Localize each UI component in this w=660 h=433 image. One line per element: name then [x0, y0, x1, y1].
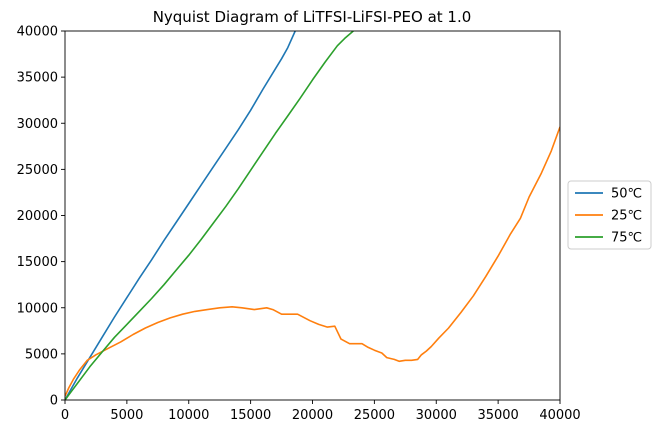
- y-tick-label: 5000: [25, 347, 58, 362]
- y-tick-label: 15000: [17, 255, 58, 270]
- x-tick-label: 20000: [292, 408, 333, 423]
- x-tick-label: 40000: [539, 408, 580, 423]
- y-tick-label: 10000: [17, 301, 58, 316]
- plot-frame: [64, 30, 561, 401]
- y-tick-label: 20000: [17, 209, 58, 224]
- legend-label: 25℃: [611, 209, 642, 224]
- legend-label: 75℃: [611, 231, 642, 246]
- legend-box: [567, 180, 652, 250]
- y-tick-label: 0: [50, 394, 58, 409]
- legend-label: 50℃: [611, 187, 642, 202]
- plot-area: [65, 31, 560, 400]
- x-axis: 0 5000 10000 15000 20000 25000 30000 35000 40000: [61, 400, 581, 423]
- x-tick-label: 10000: [168, 408, 209, 423]
- legend: 50℃ 25℃ 75℃: [567, 180, 652, 250]
- y-axis: 0 5000 10000 15000 20000 25000 30000 35000 40000: [17, 25, 65, 409]
- series-line: [65, 126, 560, 397]
- x-tick-label: 35000: [477, 408, 518, 423]
- y-tick-label: 35000: [17, 71, 58, 86]
- x-tick-label: 30000: [416, 408, 457, 423]
- y-tick-label: 40000: [17, 25, 58, 40]
- y-tick-label: 25000: [17, 163, 58, 178]
- x-tick-label: 5000: [110, 408, 143, 423]
- y-tick-label: 30000: [17, 117, 58, 132]
- chart-title: Nyquist Diagram of LiTFSI-LiFSI-PEO at 1…: [153, 8, 472, 26]
- series-line: [65, 31, 296, 400]
- x-tick-label: 0: [61, 408, 69, 423]
- series-line: [65, 31, 354, 400]
- x-tick-label: 25000: [354, 408, 395, 423]
- x-tick-label: 15000: [230, 408, 271, 423]
